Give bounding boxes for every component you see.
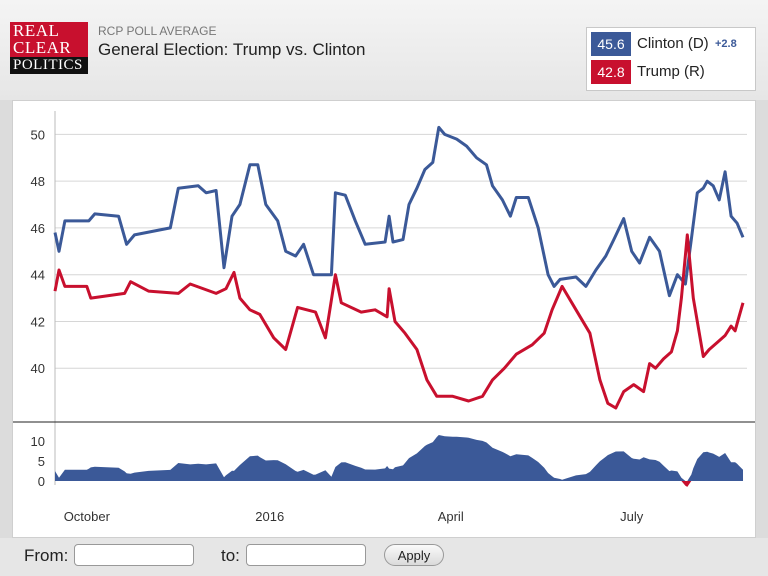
y-tick-label: 46: [31, 221, 45, 236]
from-label: From:: [24, 546, 69, 565]
legend-item-trump[interactable]: 42.8 Trump (R): [591, 60, 751, 84]
y-tick-label: 48: [31, 174, 45, 189]
y-tick-label: 44: [31, 268, 45, 283]
series-line-clinton[interactable]: [53, 125, 745, 298]
spread-area-negative: [55, 481, 744, 487]
main-y-tick-labels: 40 42 44 46 48 50: [31, 127, 45, 376]
series-lines: [53, 125, 745, 410]
x-tick-label: April: [438, 509, 464, 524]
x-tick-labels: October 2016 April July: [64, 509, 644, 524]
from-date-input[interactable]: [74, 544, 194, 566]
apply-button[interactable]: Apply: [384, 544, 444, 566]
logo-word-real: REAL: [13, 21, 60, 40]
to-date-input[interactable]: [246, 544, 366, 566]
spread-y-tick-labels: 0 5 10: [31, 434, 45, 489]
spread-area-positive: [55, 435, 744, 481]
spread-y-tick-label: 10: [31, 434, 45, 449]
legend-name-clinton: Clinton (D): [637, 35, 709, 52]
legend: 45.6 Clinton (D) +2.8 42.8 Trump (R): [586, 27, 756, 91]
legend-value-clinton: 45.6: [591, 32, 631, 56]
chart-header: REAL CLEAR POLITICS RCP POLL AVERAGE Gen…: [0, 0, 768, 100]
poll-chart: 40 42 44 46 48 50 0 5 10 October 2016 April July: [13, 111, 755, 524]
date-range-bar: From: to: Apply: [0, 538, 768, 576]
spread-y-tick-label: 5: [38, 454, 45, 469]
series-line-trump[interactable]: [53, 233, 745, 410]
legend-item-clinton[interactable]: 45.6 Clinton (D) +2.8: [591, 32, 751, 56]
rcp-logo[interactable]: REAL CLEAR POLITICS: [10, 22, 88, 74]
chart-kicker: RCP POLL AVERAGE: [98, 24, 217, 38]
logo-word-clear: CLEAR: [13, 38, 72, 57]
y-tick-label: 50: [31, 127, 45, 142]
legend-spread: +2.8: [715, 38, 737, 50]
to-label: to:: [221, 546, 240, 565]
legend-value-trump: 42.8: [591, 60, 631, 84]
spread-y-tick-label: 0: [38, 474, 45, 489]
chart-panel: 40 42 44 46 48 50 0 5 10 October 2016 April July: [12, 100, 756, 538]
chart-title: General Election: Trump vs. Clinton: [98, 40, 366, 59]
y-tick-label: 42: [31, 314, 45, 329]
main-gridlines: [13, 111, 755, 485]
logo-word-politics: POLITICS: [10, 57, 88, 74]
legend-name-trump: Trump (R): [637, 63, 705, 80]
x-tick-label: October: [64, 509, 111, 524]
x-tick-label: July: [620, 509, 644, 524]
x-tick-label: 2016: [255, 509, 284, 524]
spread-area: [55, 435, 744, 487]
y-tick-label: 40: [31, 361, 45, 376]
